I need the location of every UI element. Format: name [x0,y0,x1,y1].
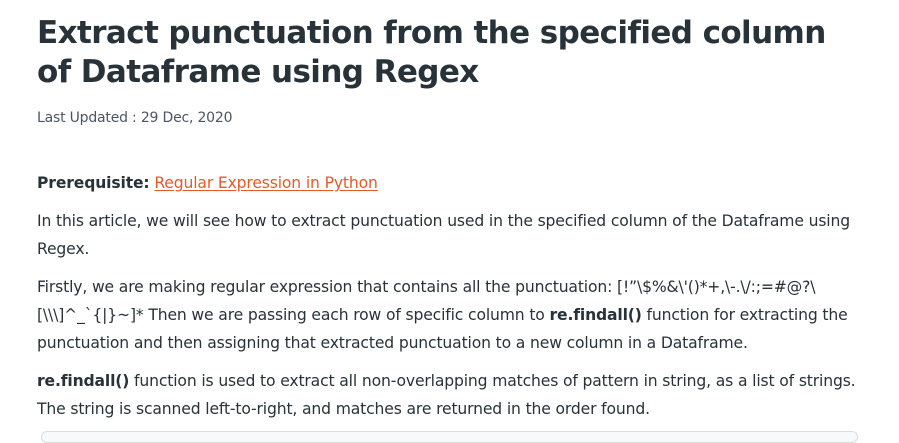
prerequisite-paragraph: Prerequisite: Regular Expression in Pyth… [37,169,862,197]
prerequisite-link[interactable]: Regular Expression in Python [154,174,378,192]
findall-code-label: re.findall() [37,372,130,390]
regex-text-part1: Firstly, we are making regular expressio… [37,278,816,324]
article-title: Extract punctuation from the specified c… [37,15,826,90]
code-block [41,431,858,443]
prerequisite-label: Prerequisite: [37,174,150,192]
findall-code-inline: re.findall() [549,306,642,324]
last-updated: Last Updated : 29 Dec, 2020 [37,110,233,126]
regex-text-part2: function for extracting the punctuation … [37,306,848,352]
findall-description: function is used to extract all non-over… [37,372,856,418]
findall-paragraph: re.findall() function is used to extract… [37,367,862,423]
intro-paragraph: In this article, we will see how to extr… [37,212,850,258]
regex-paragraph: Firstly, we are making regular expressio… [37,273,862,357]
